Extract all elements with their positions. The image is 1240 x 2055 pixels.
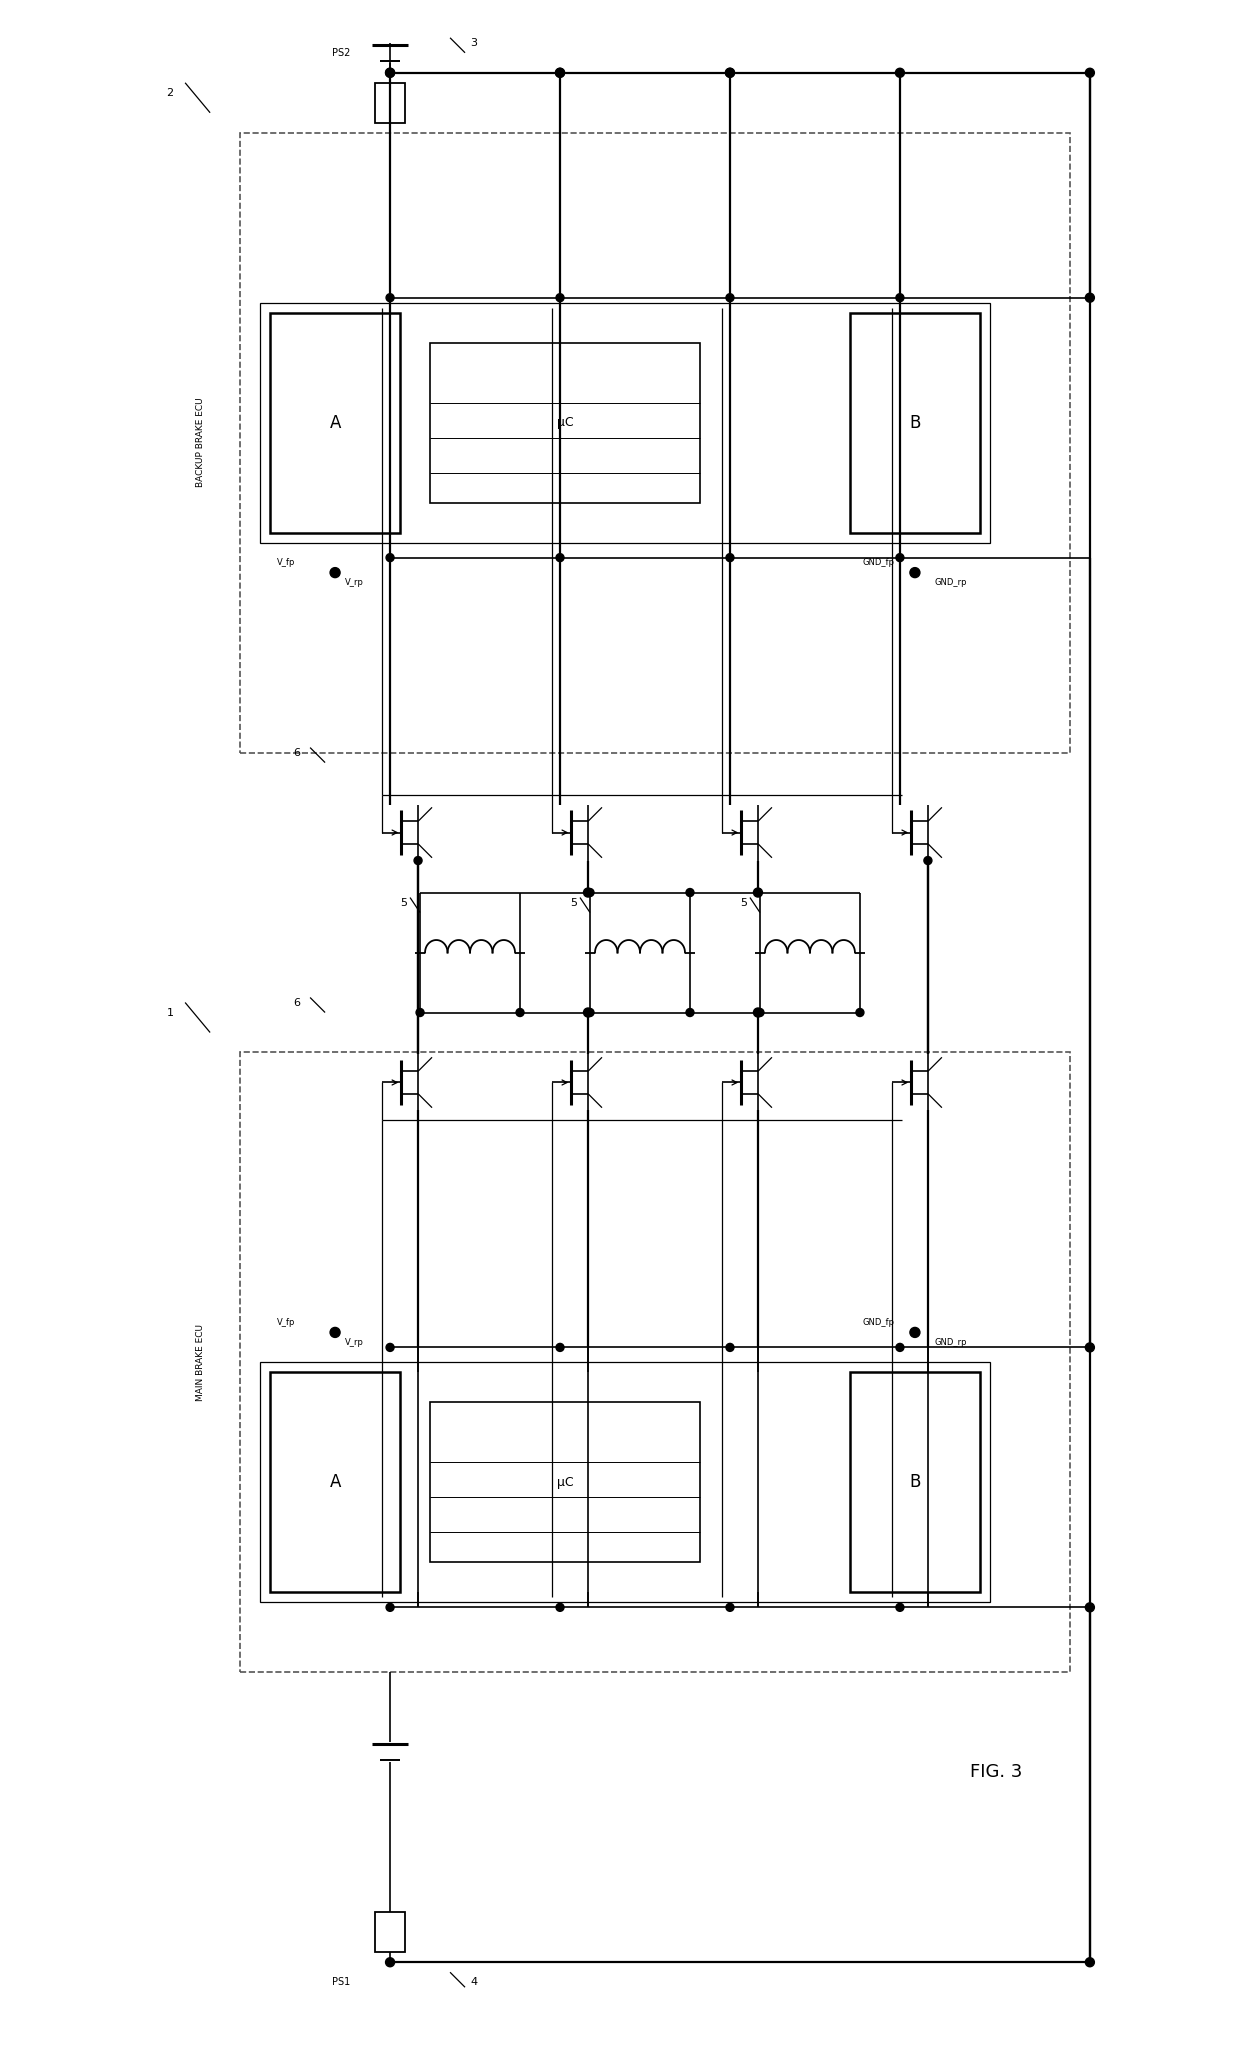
Text: μC: μC — [557, 1475, 573, 1490]
Circle shape — [725, 68, 734, 78]
Text: MAIN BRAKE ECU: MAIN BRAKE ECU — [196, 1323, 205, 1402]
Circle shape — [725, 68, 734, 78]
Bar — [849, 312, 980, 532]
Circle shape — [897, 1603, 904, 1611]
Circle shape — [725, 553, 734, 561]
Bar — [260, 302, 990, 543]
Bar — [430, 1402, 699, 1562]
Text: 2: 2 — [166, 88, 174, 99]
Text: FIG. 3: FIG. 3 — [970, 1763, 1022, 1782]
Circle shape — [386, 1603, 394, 1611]
Circle shape — [556, 68, 564, 78]
Circle shape — [386, 68, 394, 78]
Circle shape — [756, 1009, 764, 1017]
Circle shape — [686, 1009, 694, 1017]
Circle shape — [754, 888, 763, 898]
Text: 5: 5 — [740, 898, 746, 908]
Bar — [241, 1052, 1070, 1673]
Text: 5: 5 — [570, 898, 577, 908]
Circle shape — [556, 68, 564, 78]
Circle shape — [897, 1344, 904, 1352]
Circle shape — [556, 1344, 564, 1352]
Circle shape — [924, 857, 932, 865]
Circle shape — [897, 294, 904, 302]
Text: 6: 6 — [293, 748, 300, 758]
Text: BACKUP BRAKE ECU: BACKUP BRAKE ECU — [196, 399, 205, 487]
Circle shape — [584, 888, 593, 898]
Text: GND_rp: GND_rp — [935, 1338, 967, 1346]
Text: V_fp: V_fp — [277, 1317, 295, 1328]
Circle shape — [587, 1009, 594, 1017]
Text: B: B — [909, 1473, 920, 1492]
Text: 1: 1 — [166, 1007, 174, 1017]
Circle shape — [910, 567, 920, 577]
Text: GND_fp: GND_fp — [863, 559, 895, 567]
Circle shape — [330, 567, 340, 577]
Circle shape — [516, 1009, 525, 1017]
Circle shape — [856, 1009, 864, 1017]
Circle shape — [686, 888, 694, 896]
Text: A: A — [330, 413, 341, 432]
Circle shape — [587, 888, 594, 896]
Bar — [430, 343, 699, 503]
Circle shape — [386, 68, 394, 78]
Text: 4: 4 — [470, 1977, 477, 1987]
Text: GND_fp: GND_fp — [863, 1317, 895, 1328]
Text: PS2: PS2 — [331, 47, 350, 58]
Circle shape — [895, 68, 904, 78]
Circle shape — [417, 1009, 424, 1017]
Text: PS1: PS1 — [332, 1977, 350, 1987]
Text: 6: 6 — [293, 997, 300, 1007]
Circle shape — [414, 857, 422, 865]
Circle shape — [330, 1328, 340, 1338]
Circle shape — [1085, 68, 1095, 78]
Bar — [270, 1373, 401, 1593]
Text: B: B — [909, 413, 920, 432]
Bar — [374, 1913, 405, 1952]
Circle shape — [910, 1328, 920, 1338]
Circle shape — [754, 1009, 763, 1017]
Circle shape — [725, 1603, 734, 1611]
Circle shape — [386, 553, 394, 561]
Circle shape — [725, 294, 734, 302]
Circle shape — [386, 1344, 394, 1352]
Circle shape — [556, 294, 564, 302]
Circle shape — [1085, 1958, 1095, 1967]
Circle shape — [897, 553, 904, 561]
Text: V_rp: V_rp — [345, 1338, 365, 1346]
Text: μC: μC — [557, 417, 573, 429]
Text: GND_rp: GND_rp — [935, 577, 967, 588]
Bar — [270, 312, 401, 532]
Bar — [374, 82, 405, 123]
Circle shape — [584, 1009, 593, 1017]
Circle shape — [1085, 294, 1095, 302]
Text: 3: 3 — [470, 37, 477, 47]
Text: V_rp: V_rp — [345, 577, 365, 588]
Circle shape — [725, 1344, 734, 1352]
Bar — [241, 134, 1070, 752]
Circle shape — [556, 553, 564, 561]
Circle shape — [1085, 1603, 1095, 1611]
Text: A: A — [330, 1473, 341, 1492]
Bar — [260, 1362, 990, 1603]
Circle shape — [1085, 1342, 1095, 1352]
Text: V_fp: V_fp — [277, 559, 295, 567]
Circle shape — [556, 1603, 564, 1611]
Text: 5: 5 — [401, 898, 407, 908]
Bar — [849, 1373, 980, 1593]
Circle shape — [386, 1958, 394, 1967]
Circle shape — [386, 294, 394, 302]
